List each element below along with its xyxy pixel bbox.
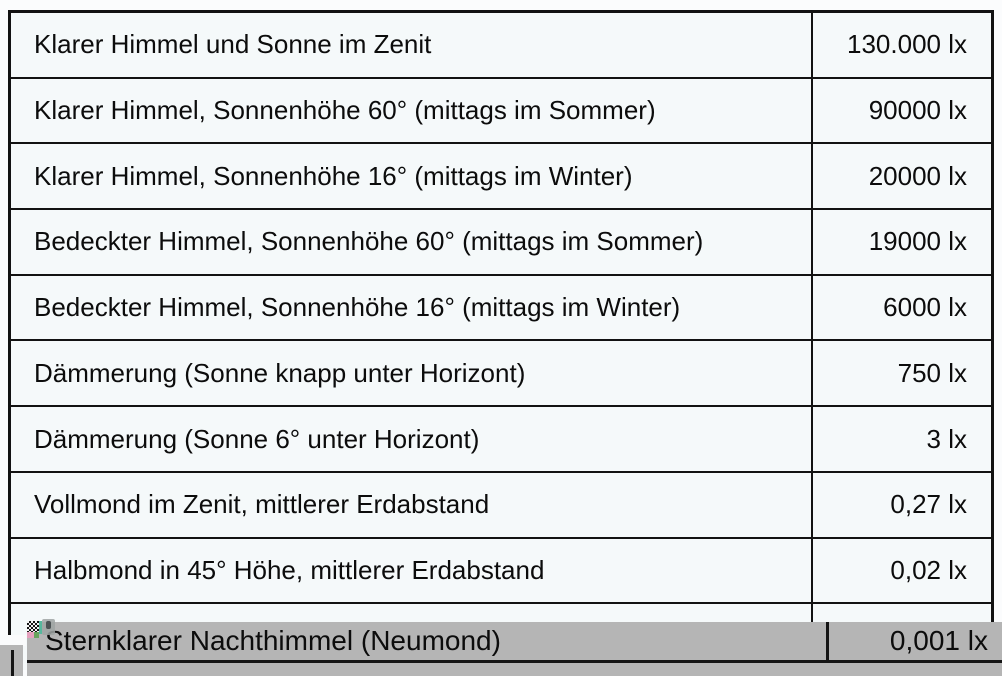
- table-row: Klarer Himmel, Sonnenhöhe 60° (mittags i…: [11, 78, 991, 145]
- ghost-row-label: Sternklarer Nachthimmel (Neumond): [45, 625, 501, 656]
- row-value-cell: 20000 lx: [811, 144, 991, 209]
- row-label-cell: Halbmond in 45° Höhe, mittlerer Erdabsta…: [34, 554, 545, 585]
- ghost-row-value: 0,001 lx: [889, 625, 988, 656]
- table-row: Bedeckter Himmel, Sonnenhöhe 16° (mittag…: [11, 275, 991, 342]
- ghost-column-divider: [826, 622, 829, 660]
- green-artifact-block: [34, 632, 39, 638]
- row-value-cell: 0,02 lx: [811, 538, 991, 603]
- ghost-row-bottom-border: [27, 660, 1002, 663]
- table-row: Klarer Himmel und Sonne im Zenit 130.000…: [11, 13, 991, 79]
- row-value-cell: 6000 lx: [811, 275, 991, 340]
- table-row: Dämmerung (Sonne knapp unter Horizont) 7…: [11, 341, 991, 408]
- row-value-cell: 19000 lx: [811, 210, 991, 274]
- row-label-cell: Dämmerung (Sonne 6° unter Horizont): [34, 423, 480, 454]
- checkerboard-artifact-icon: [27, 621, 39, 632]
- pink-artifact-block: [27, 632, 34, 638]
- teal-artifact-strip: [39, 621, 42, 634]
- table-row: Halbmond in 45° Höhe, mittlerer Erdabsta…: [11, 538, 991, 605]
- row-label-cell: Dämmerung (Sonne knapp unter Horizont): [34, 357, 526, 388]
- row-label-cell: Bedeckter Himmel, Sonnenhöhe 60° (mittag…: [34, 226, 704, 257]
- row-label-cell: Bedeckter Himmel, Sonnenhöhe 16° (mittag…: [34, 292, 681, 323]
- table-row: Bedeckter Himmel, Sonnenhöhe 60° (mittag…: [11, 210, 991, 276]
- border-gap-patch: [0, 635, 26, 646]
- row-label-cell: Klarer Himmel, Sonnenhöhe 16° (mittags i…: [34, 160, 633, 191]
- left-border-stub: [11, 650, 14, 676]
- row-value-cell: 0,27 lx: [811, 472, 991, 537]
- dark-fleck-artifact: [46, 621, 51, 629]
- row-label-cell: Vollmond im Zenit, mittlerer Erdabstand: [34, 489, 490, 520]
- row-label-cell: Klarer Himmel und Sonne im Zenit: [34, 29, 432, 60]
- row-value-cell: 750 lx: [811, 341, 991, 406]
- table-row: Vollmond im Zenit, mittlerer Erdabstand …: [11, 472, 991, 539]
- table-row: Klarer Himmel, Sonnenhöhe 16° (mittags i…: [11, 144, 991, 211]
- row-value-cell: 3 lx: [811, 407, 991, 471]
- illuminance-table: Klarer Himmel und Sonne im Zenit 130.000…: [8, 10, 994, 670]
- row-label-cell: Klarer Himmel, Sonnenhöhe 60° (mittags i…: [34, 95, 656, 126]
- drag-ghost-row[interactable]: Sternklarer Nachthimmel (Neumond) 0,001 …: [27, 622, 1002, 676]
- ghost-row-content: Sternklarer Nachthimmel (Neumond): [27, 622, 1002, 660]
- table-row: Dämmerung (Sonne 6° unter Horizont) 3 lx: [11, 407, 991, 473]
- row-value-cell: 130.000 lx: [811, 13, 991, 77]
- row-value-cell: 90000 lx: [811, 78, 991, 143]
